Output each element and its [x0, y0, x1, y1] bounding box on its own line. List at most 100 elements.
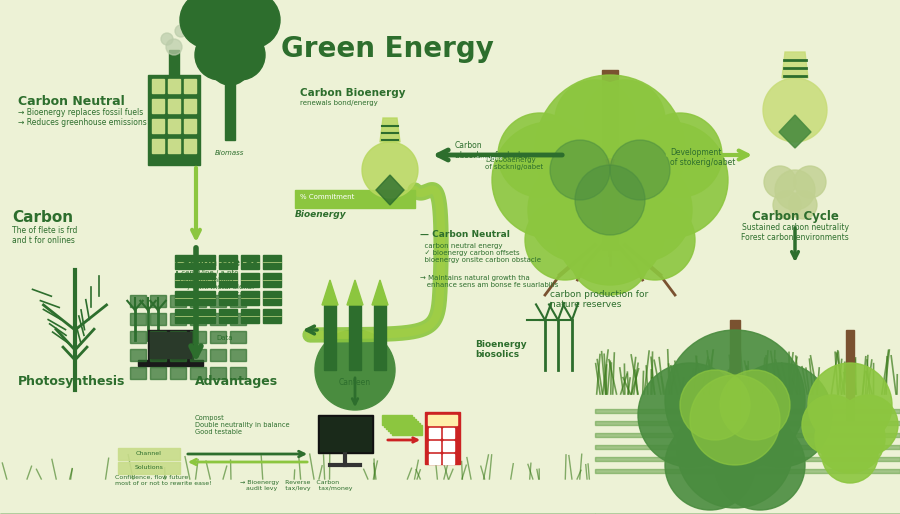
Bar: [429, 454, 440, 464]
Circle shape: [794, 166, 826, 198]
Bar: [175, 273, 193, 287]
Bar: [170, 331, 186, 343]
Text: → Maintains natural growth tha
   enhance sens am bonse fe suarlabilis: → Maintains natural growth tha enhance s…: [420, 275, 558, 288]
Bar: [443, 454, 454, 464]
Polygon shape: [779, 115, 811, 148]
Bar: [595, 469, 900, 473]
Circle shape: [585, 80, 665, 160]
Bar: [595, 445, 900, 449]
Bar: [150, 331, 166, 343]
Circle shape: [210, 45, 250, 85]
Bar: [219, 309, 237, 323]
Text: Photosynthesis: Photosynthesis: [18, 375, 125, 388]
Circle shape: [638, 363, 742, 467]
Circle shape: [808, 363, 892, 447]
Polygon shape: [380, 118, 400, 142]
Bar: [197, 291, 215, 305]
Bar: [219, 255, 237, 269]
Circle shape: [525, 200, 605, 280]
Text: Devooaenergy
of sbcknig/oabet: Devooaenergy of sbcknig/oabet: [485, 157, 543, 170]
Polygon shape: [362, 142, 418, 198]
Bar: [388, 421, 418, 431]
Bar: [425, 412, 460, 464]
Bar: [197, 255, 215, 269]
Bar: [130, 313, 146, 325]
Bar: [386, 419, 416, 429]
Bar: [318, 415, 373, 453]
Circle shape: [224, 0, 280, 48]
Bar: [130, 349, 146, 361]
Bar: [210, 367, 226, 379]
Bar: [168, 79, 180, 93]
Circle shape: [815, 403, 885, 473]
Circle shape: [665, 330, 805, 470]
Bar: [170, 367, 186, 379]
Text: Biomass: Biomass: [215, 150, 245, 156]
Text: Advantages: Advantages: [195, 375, 278, 388]
Circle shape: [315, 330, 395, 410]
Circle shape: [555, 80, 635, 160]
Bar: [210, 331, 226, 343]
Bar: [150, 332, 191, 358]
Text: Data: Data: [217, 335, 233, 341]
Bar: [230, 349, 246, 361]
Bar: [392, 425, 422, 435]
Text: Confidence, flow future
most of or not to rewrite ease!: Confidence, flow future most of or not t…: [115, 475, 212, 486]
Text: Carbon Neutral: Carbon Neutral: [18, 95, 125, 108]
Bar: [175, 291, 193, 305]
Bar: [225, 75, 235, 140]
Circle shape: [638, 113, 722, 197]
Text: Carbon
absorb ce fuel v.be.: Carbon absorb ce fuel v.be.: [455, 141, 530, 160]
Text: carbon production for
nature reserves: carbon production for nature reserves: [550, 290, 648, 309]
Bar: [170, 349, 186, 361]
Polygon shape: [782, 52, 808, 78]
Text: Sustained carbon neutrality
Forest carbon environments: Sustained carbon neutrality Forest carbo…: [741, 223, 849, 243]
Text: Compost
Double neutrality in balance
Good testable: Compost Double neutrality in balance Goo…: [195, 415, 290, 435]
Circle shape: [764, 166, 796, 198]
Text: Bioenergy
biosolics: Bioenergy biosolics: [475, 340, 526, 359]
Text: Green Energy: Green Energy: [281, 35, 493, 63]
Circle shape: [690, 375, 780, 465]
Text: Carbon Bioenergy: Carbon Bioenergy: [300, 88, 406, 98]
Circle shape: [175, 25, 187, 37]
Text: % Commitment: % Commitment: [300, 194, 355, 200]
Bar: [184, 99, 196, 113]
Bar: [595, 421, 900, 425]
Circle shape: [166, 39, 182, 55]
Bar: [429, 428, 440, 438]
Bar: [230, 367, 246, 379]
Circle shape: [677, 392, 793, 508]
Bar: [263, 273, 281, 287]
Bar: [170, 295, 186, 307]
Bar: [429, 441, 440, 451]
Bar: [190, 349, 206, 361]
Text: • cen 0/lpe / a nto
  Otar fmt /nbalb
  ✓ / ntml metal alenbl
  ≥ /nfacins caf a: • cen 0/lpe / a nto Otar fmt /nbalb ✓ / …: [175, 270, 254, 297]
Bar: [148, 75, 200, 165]
Polygon shape: [322, 280, 338, 305]
Bar: [152, 99, 164, 113]
Bar: [148, 330, 193, 360]
Bar: [210, 295, 226, 307]
Bar: [190, 331, 206, 343]
Bar: [443, 428, 454, 438]
Circle shape: [680, 370, 750, 440]
Circle shape: [610, 140, 670, 200]
Bar: [152, 119, 164, 133]
Text: Carbon: Carbon: [12, 210, 73, 225]
Bar: [324, 305, 336, 370]
Text: — Carbon Neutral: — Carbon Neutral: [420, 230, 510, 239]
Circle shape: [555, 175, 665, 285]
Bar: [241, 255, 259, 269]
Text: → Bioenergy   Reverse   Carbon
   audit levy    tax/levy    tax/money: → Bioenergy Reverse Carbon audit levy ta…: [240, 480, 353, 491]
Circle shape: [822, 427, 878, 483]
Bar: [384, 417, 414, 427]
Bar: [320, 417, 371, 451]
Circle shape: [612, 122, 728, 238]
Bar: [210, 313, 226, 325]
Bar: [118, 448, 180, 460]
Bar: [382, 415, 412, 425]
Text: Luminex: Luminex: [477, 156, 503, 161]
Circle shape: [570, 215, 650, 295]
Circle shape: [498, 113, 582, 197]
Bar: [152, 139, 164, 153]
